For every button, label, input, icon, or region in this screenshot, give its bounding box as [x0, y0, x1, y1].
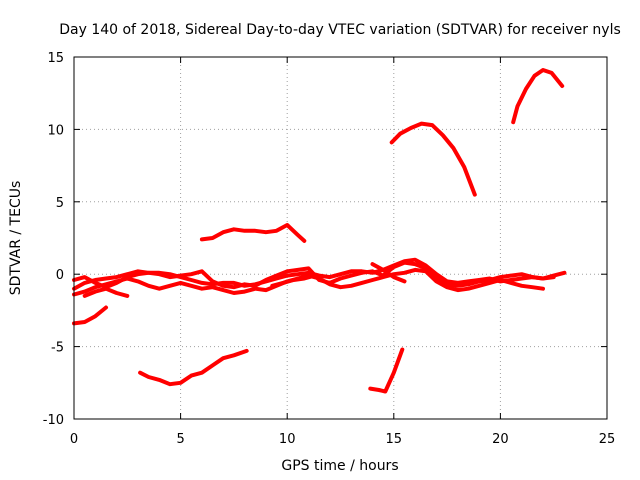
chart-title: Day 140 of 2018, Sidereal Day-to-day VTE… — [59, 22, 621, 38]
y-tick-label: 10 — [47, 123, 64, 138]
series-line-arc-11 — [389, 121, 477, 197]
x-tick-labels: 0 5 10 15 20 25 — [70, 432, 615, 447]
y-tick-label: 5 — [56, 196, 64, 211]
series-line-arc-4 — [82, 286, 130, 298]
x-tick-label: 0 — [70, 432, 78, 447]
x-tick-label: 5 — [176, 432, 184, 447]
y-tick-label: -5 — [51, 341, 64, 356]
y-tick-label: -10 — [43, 413, 64, 428]
series-line-arc-5 — [72, 305, 108, 326]
y-tick-labels: -10 -5 0 5 10 15 — [43, 51, 64, 428]
x-axis-label: GPS time / hours — [281, 458, 398, 474]
grid-lines — [74, 57, 607, 419]
data-series — [72, 68, 567, 394]
x-tick-label: 20 — [492, 432, 509, 447]
y-tick-label: 0 — [56, 268, 64, 283]
plot-frame — [73, 56, 608, 420]
series-line-arc-10 — [370, 262, 407, 284]
y-tick-label: 15 — [47, 51, 64, 66]
series-line-arc-9 — [368, 347, 405, 394]
y-axis-label: SDTVAR / TECUs — [8, 181, 24, 296]
x-tick-label: 10 — [279, 432, 296, 447]
x-tick-label: 25 — [599, 432, 616, 447]
series-line-arc-12 — [511, 68, 565, 125]
series-line-arc-7 — [199, 223, 307, 243]
series-line-arc-6 — [138, 348, 249, 387]
axis-ticks — [73, 56, 608, 420]
series-line-arc-8 — [270, 273, 317, 288]
x-tick-label: 15 — [386, 432, 403, 447]
